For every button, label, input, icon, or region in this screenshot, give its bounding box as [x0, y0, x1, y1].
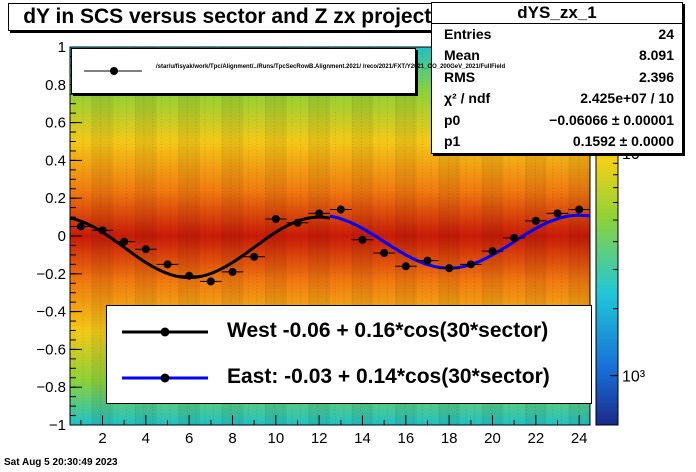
timestamp: Sat Aug 5 20:30:49 2023: [4, 457, 118, 468]
data-point: [380, 249, 389, 258]
data-point: [98, 226, 107, 235]
legend-entry-west: West -0.06 + 0.16*cos(30*sector): [227, 319, 549, 342]
y-tick-label: 0.2: [45, 190, 66, 207]
stats-row-mean: Mean 8.091: [432, 45, 682, 66]
data-point: [466, 260, 475, 269]
data-point: [445, 264, 454, 273]
stats-name: dYS_zx_1: [432, 3, 682, 24]
data-point: [401, 262, 410, 271]
stats-value: 2.425e+07 / 10: [580, 90, 674, 107]
x-tick-label: 2: [98, 430, 106, 447]
data-point: [163, 260, 172, 269]
x-tick-label: 10: [267, 430, 284, 447]
stats-label: p1: [444, 132, 461, 149]
data-point: [185, 271, 194, 280]
legend-fit-markers: [122, 327, 208, 383]
x-tick-label: 18: [441, 430, 458, 447]
x-tick-label: 22: [527, 430, 544, 447]
stats-row-p1: p1 0.1592 ± 0.0000: [432, 131, 682, 152]
data-point: [228, 267, 237, 276]
stats-label: χ² / ndf: [444, 90, 491, 107]
data-point: [120, 237, 129, 246]
stats-row-chi2: χ² / ndf 2.425e+07 / 10: [432, 88, 682, 109]
stats-label: p0: [444, 111, 461, 128]
data-point: [141, 245, 150, 254]
legend-marker: [84, 67, 142, 75]
stats-value: 0.1592 ± 0.0000: [572, 132, 674, 149]
data-point: [206, 277, 215, 286]
y-tick-label: 1: [58, 39, 66, 56]
fit-curve: [69, 215, 331, 280]
data-point: [271, 214, 280, 223]
data-point: [510, 233, 519, 242]
y-tick-label: −0.8: [36, 379, 66, 396]
legend-top-text: /star/u/fisyak/work/Tpc/Alignment/../Run…: [156, 64, 506, 70]
legend-entry-east: East: -0.03 + 0.14*cos(30*sector): [227, 365, 550, 388]
stats-label: Entries: [444, 26, 492, 42]
fit-curve: [329, 213, 591, 270]
data-point: [423, 256, 432, 265]
x-tick-label: 24: [571, 430, 588, 447]
colorbar-tick-label: 10³: [622, 369, 646, 386]
axes: 2 4 6 8 10 12 14 16 18 20 22 24−1−0.8−0.6−0.4−0.200…: [36, 39, 591, 447]
data-point: [76, 222, 85, 231]
data-point: [250, 252, 259, 261]
legend-fits: West -0.06 + 0.16*cos(30*sector) East: -…: [106, 305, 592, 404]
legend-top: /star/u/fisyak/work/Tpc/Alignment/../Run…: [71, 48, 505, 94]
y-tick-label: −1: [49, 417, 66, 434]
y-tick-label: 0.6: [45, 115, 66, 132]
y-tick-label: 0: [58, 228, 66, 245]
data-points: [70, 205, 590, 286]
stats-value: −0.06066 ± 0.00001: [549, 111, 674, 128]
y-tick-label: 0.8: [45, 77, 66, 94]
data-point: [336, 205, 345, 214]
data-point: [488, 247, 497, 256]
fit-curves: [69, 213, 591, 280]
stats-box: dYS_zx_1 Entries 24 Mean 8.091 RMS 2.396 χ²…: [431, 2, 683, 154]
y-tick-label: −0.6: [36, 341, 66, 358]
stats-row-entries: Entries 24: [432, 24, 682, 45]
stats-row-rms: RMS 2.396: [432, 67, 682, 88]
data-point: [315, 209, 324, 218]
data-point: [358, 235, 367, 244]
stats-value: 24: [658, 26, 674, 42]
stats-row-p0: p0 −0.06066 ± 0.00001: [432, 110, 682, 131]
x-tick-label: 14: [354, 430, 371, 447]
data-point: [553, 209, 562, 218]
y-tick-label: −0.4: [36, 304, 66, 321]
stats-label: RMS: [444, 68, 476, 85]
x-tick-label: 8: [228, 430, 236, 447]
x-tick-label: 4: [142, 430, 150, 447]
stats-value: 2.396: [638, 68, 674, 85]
x-tick-label: 12: [311, 430, 328, 447]
x-tick-label: 16: [397, 430, 414, 447]
y-tick-label: 0.4: [45, 152, 66, 169]
x-tick-label: 20: [484, 430, 501, 447]
chart-title: dY in SCS versus sector and Z zx project…: [8, 3, 478, 31]
data-point: [575, 205, 584, 214]
y-tick-label: −0.2: [36, 266, 66, 283]
data-point: [293, 218, 302, 227]
data-point: [531, 216, 540, 225]
stats-label: Mean: [444, 47, 480, 64]
x-tick-label: 6: [185, 430, 193, 447]
stats-value: 8.091: [638, 47, 674, 64]
